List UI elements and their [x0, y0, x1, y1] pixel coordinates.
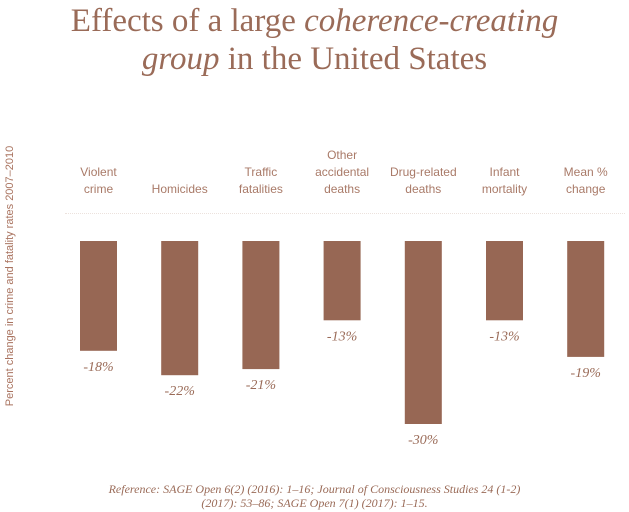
category-label: Infant mortality	[481, 165, 528, 196]
title-part: coherence-creating	[304, 3, 559, 39]
category-label: Violent crime	[80, 165, 117, 196]
reference-line-1: Reference: SAGE Open 6(2) (2016): 1–16; …	[108, 482, 521, 496]
title-part: in the United States	[219, 41, 488, 77]
data-label: -21%	[246, 378, 276, 393]
bar	[404, 241, 442, 424]
data-label: -30%	[408, 433, 438, 448]
header-divider	[65, 213, 625, 214]
bar	[80, 241, 117, 351]
bar	[161, 241, 199, 376]
reference-line-2: (2017): 53–86; SAGE Open 7(1) (2017): 1–…	[201, 496, 428, 510]
data-label: -22%	[165, 384, 195, 399]
title-part: Effects of a large	[70, 3, 305, 39]
data-label: -13%	[327, 329, 357, 344]
category-label: Mean % change	[563, 165, 608, 196]
data-label: -18%	[83, 360, 113, 375]
category-label: Homicides	[151, 182, 208, 196]
bar	[486, 241, 523, 321]
title-part: group	[141, 41, 220, 77]
bar	[567, 241, 605, 357]
bar	[323, 241, 361, 321]
chart-title: Effects of a large coherence-creating gr…	[0, 2, 629, 78]
data-label: -13%	[489, 329, 519, 344]
category-label: Drug-related deaths	[389, 165, 457, 196]
reference-note: Reference: SAGE Open 6(2) (2016): 1–16; …	[0, 482, 629, 510]
data-label: -19%	[571, 366, 601, 381]
bar	[242, 241, 280, 370]
category-label: Other accidental deaths	[315, 148, 370, 196]
category-label: Traffic fatalities	[238, 165, 283, 196]
